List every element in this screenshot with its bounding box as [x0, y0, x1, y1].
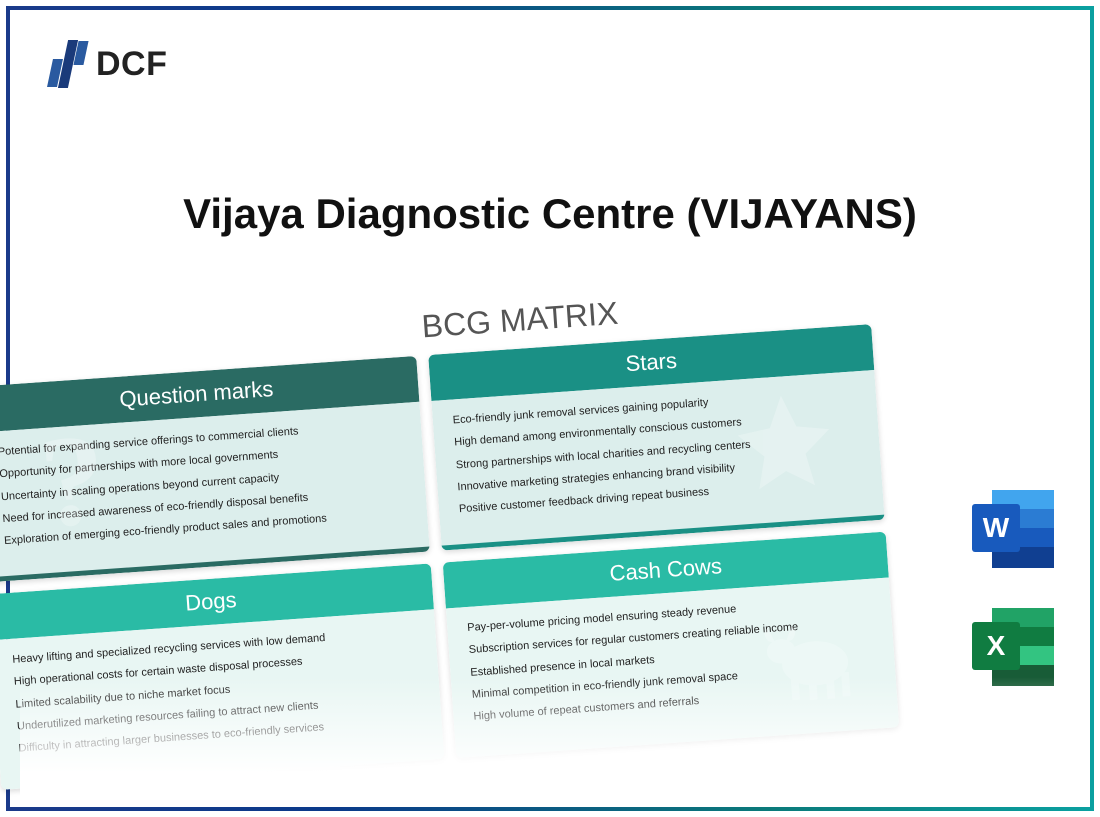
quadrant-body: ? Potential for expanding service offeri…: [0, 402, 430, 583]
quadrant-body: Heavy lifting and specialized recycling …: [0, 609, 444, 790]
word-letter: W: [972, 504, 1020, 552]
quadrant-question-marks: Question marks ? Potential for expanding…: [0, 356, 430, 582]
logo-text: DCF: [96, 45, 167, 84]
dcf-logo: DCF: [50, 40, 167, 88]
quadrant-body: Pay-per-volume pricing model ensuring st…: [446, 577, 899, 758]
quadrant-dogs: Dogs Heavy lifting and specialized recyc…: [0, 563, 444, 789]
quadrant-stars: Stars Eco-friendly junk removal services…: [428, 324, 885, 550]
export-icons: W X: [972, 490, 1054, 686]
excel-icon[interactable]: X: [972, 608, 1054, 686]
quadrant-body: Eco-friendly junk removal services gaini…: [431, 370, 884, 551]
word-icon[interactable]: W: [972, 490, 1054, 568]
logo-bars-icon: [50, 40, 86, 88]
excel-letter: X: [972, 622, 1020, 670]
page-title: Vijaya Diagnostic Centre (VIJAYANS): [10, 190, 1090, 238]
quadrant-cash-cows: Cash Cows Pay-per-volume pricing model e…: [443, 532, 900, 758]
matrix-grid: Question marks ? Potential for expanding…: [0, 324, 899, 790]
bcg-matrix: BCG MATRIX Question marks ? Potential fo…: [0, 277, 899, 790]
slide-frame: DCF Vijaya Diagnostic Centre (VIJAYANS) …: [6, 6, 1094, 811]
